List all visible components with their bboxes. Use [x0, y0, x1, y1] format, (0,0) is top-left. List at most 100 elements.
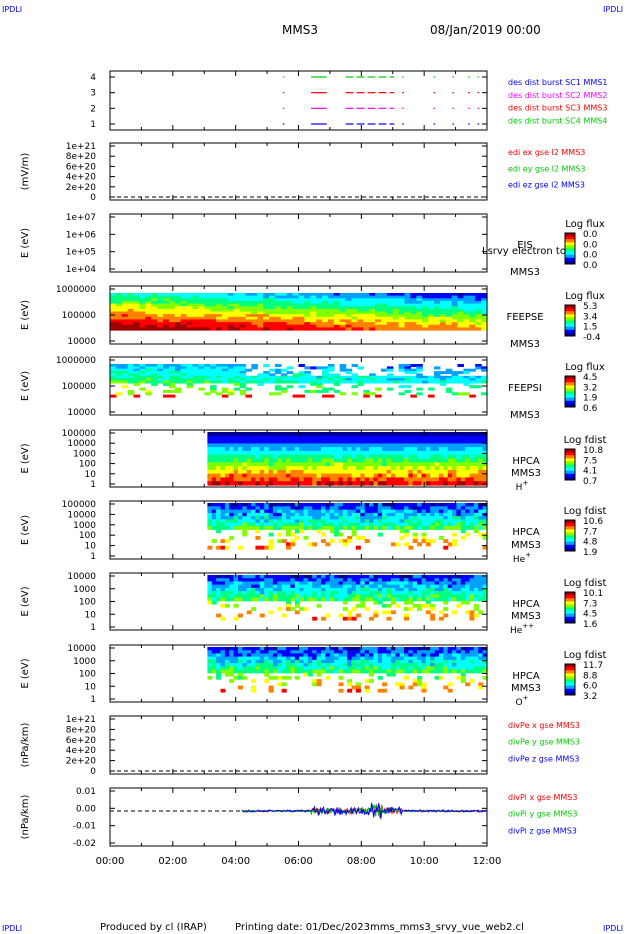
colorbar-tick-label: 7.3: [583, 599, 597, 609]
heatmap-cell: [456, 481, 462, 486]
heatmap-cell: [338, 466, 344, 471]
heatmap-cell: [351, 526, 357, 530]
heatmap-cell: [233, 659, 239, 664]
heatmap-cell: [375, 378, 382, 382]
heatmap-cell: [430, 653, 436, 658]
heatmap-cell: [268, 666, 274, 671]
heatmap-cell: [333, 380, 341, 384]
heatmap-cell: [286, 293, 294, 297]
heatmap-cell: [259, 454, 265, 460]
heatmap-cell: [255, 435, 261, 441]
heatmap-cell: [381, 368, 388, 372]
heatmap-cell: [334, 503, 340, 507]
heatmap-cell: [481, 366, 488, 370]
heatmap-cell: [395, 477, 401, 482]
colorbar-segment: [565, 260, 575, 265]
heatmap-cell: [408, 666, 414, 671]
heatmap-cell: [312, 512, 318, 517]
heatmap-cell: [351, 311, 358, 315]
colorbar-segment: [565, 473, 575, 478]
heatmap-cell: [264, 663, 270, 667]
heatmap-cell: [375, 308, 382, 313]
heatmap-cell: [412, 535, 418, 540]
heatmap-cell: [255, 575, 261, 579]
heatmap-cell: [294, 666, 300, 671]
heatmap-cell: [373, 587, 379, 592]
heatmap-cell: [299, 516, 305, 520]
heatmap-cell: [469, 458, 475, 463]
heatmap-cell: [216, 293, 223, 297]
heatmap-cell: [345, 295, 353, 299]
heatmap-cell: [329, 509, 335, 514]
heatmap-cell: [398, 308, 406, 313]
heatmap-cell: [421, 581, 427, 586]
heatmap-cell: [286, 375, 294, 379]
heatmap-cell: [355, 688, 361, 693]
heatmap-cell: [412, 532, 418, 537]
heatmap-cell: [286, 324, 294, 328]
heatmap-cell: [299, 454, 305, 460]
heatmap-cell: [286, 600, 291, 605]
colorbar-segment: [565, 311, 575, 315]
heatmap-cell: [425, 526, 431, 530]
heatmap-cell: [292, 303, 300, 307]
heatmap-cell: [333, 308, 341, 313]
heatmap-cell: [268, 675, 274, 680]
heatmap-cell: [204, 295, 211, 299]
heatmap-cell: [460, 447, 466, 452]
heatmap-cell: [364, 591, 370, 595]
heatmap-cell: [482, 526, 488, 530]
heatmap-cell: [299, 659, 305, 664]
heatmap-cell: [316, 650, 322, 654]
heatmap-cell: [180, 303, 188, 307]
heatmap-cell: [334, 584, 340, 589]
heatmap-cell: [333, 378, 341, 382]
heatmap-cell: [192, 298, 199, 302]
heatmap-cell: [246, 473, 252, 478]
heatmap-cell: [281, 439, 287, 444]
heatmap-cell: [417, 469, 423, 475]
heatmap-cell: [157, 308, 164, 313]
heatmap-cell: [408, 443, 414, 448]
heatmap-cell: [229, 481, 235, 486]
heatmap-cell: [373, 522, 379, 527]
heatmap-cell: [338, 594, 344, 599]
heatmap-cell: [338, 666, 344, 671]
heatmap-cell: [263, 364, 270, 367]
heatmap-cell: [452, 532, 457, 537]
heatmap-cell: [221, 394, 229, 398]
heatmap-cell: [290, 503, 296, 507]
heatmap-cell: [395, 466, 401, 471]
heatmap-cell: [186, 324, 194, 328]
heatmap-cell: [280, 389, 288, 393]
heatmap-cell: [456, 439, 462, 444]
heatmap-cell: [457, 392, 464, 396]
heatmap-cell: [473, 526, 479, 530]
heatmap-cell: [207, 447, 213, 452]
heatmap-cell: [198, 303, 205, 307]
heatmap-cell: [351, 322, 358, 326]
heatmap-cell: [110, 314, 117, 318]
heatmap-cell: [216, 435, 222, 441]
heatmap-cell: [294, 458, 300, 463]
heatmap-cell: [412, 443, 418, 448]
heatmap-cell: [351, 298, 358, 302]
charge-label: +: [523, 694, 529, 702]
heatmap-cell: [404, 298, 411, 302]
heatmap-cell: [299, 466, 305, 471]
heatmap-cell: [207, 647, 213, 651]
heatmap-cell: [377, 584, 383, 589]
heatmap-cell: [381, 293, 388, 297]
heatmap-cell: [242, 512, 248, 517]
heatmap-cell: [272, 477, 278, 482]
heatmap-cell: [216, 522, 222, 527]
heatmap-cell: [381, 306, 388, 310]
heatmap-cell: [303, 607, 309, 611]
heatmap-cell: [386, 462, 392, 467]
heatmap-cell: [312, 578, 318, 582]
heatmap-cell: [242, 432, 248, 437]
heatmap-cell: [139, 368, 146, 372]
heatmap-cell: [434, 666, 440, 671]
heatmap-cell: [163, 324, 170, 328]
heatmap-cell: [127, 311, 135, 315]
